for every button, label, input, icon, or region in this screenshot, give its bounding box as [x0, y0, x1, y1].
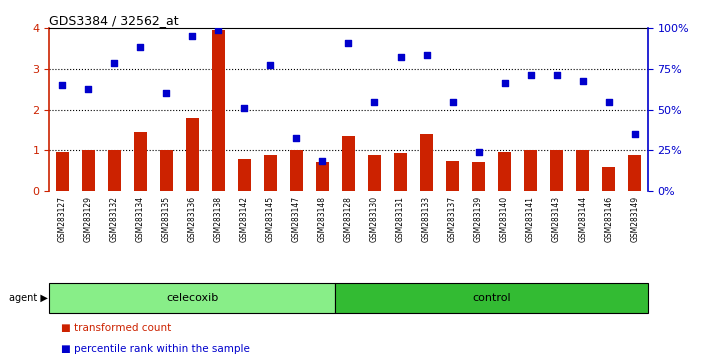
Text: GSM283142: GSM283142 [240, 196, 249, 242]
Bar [498, 153, 511, 191]
Point [473, 150, 484, 155]
Point [629, 131, 641, 137]
Text: GSM283132: GSM283132 [110, 196, 119, 242]
Bar [290, 150, 303, 191]
Bar [160, 150, 173, 191]
Bar [82, 150, 95, 191]
Bar [212, 30, 225, 191]
Point [525, 72, 536, 78]
Text: GSM283135: GSM283135 [162, 196, 171, 242]
Text: GSM283144: GSM283144 [578, 196, 587, 242]
Text: GSM283129: GSM283129 [84, 196, 93, 242]
Bar [134, 132, 147, 191]
Point [134, 44, 146, 50]
Point [108, 60, 120, 66]
Text: GSM283134: GSM283134 [136, 196, 145, 242]
Text: GSM283140: GSM283140 [500, 196, 509, 242]
Bar [108, 150, 121, 191]
Bar [420, 134, 433, 191]
Point [343, 40, 354, 45]
Text: GSM283146: GSM283146 [604, 196, 613, 242]
Point [56, 82, 68, 88]
Text: GSM283147: GSM283147 [292, 196, 301, 242]
Point [395, 54, 406, 59]
Point [187, 34, 198, 39]
Bar [576, 150, 589, 191]
Bar [524, 150, 537, 191]
Bar [238, 159, 251, 191]
Text: GSM283136: GSM283136 [188, 196, 197, 242]
Point [239, 105, 250, 110]
Text: GSM283149: GSM283149 [630, 196, 639, 242]
Bar [49, 283, 336, 313]
Text: agent ▶: agent ▶ [9, 293, 48, 303]
Bar [628, 154, 641, 191]
Text: control: control [472, 293, 511, 303]
Text: GSM283148: GSM283148 [318, 196, 327, 242]
Text: GSM283133: GSM283133 [422, 196, 431, 242]
Text: celecoxib: celecoxib [166, 293, 218, 303]
Point [603, 99, 615, 104]
Bar [446, 161, 459, 191]
Text: ■ percentile rank within the sample: ■ percentile rank within the sample [61, 344, 250, 354]
Point [577, 79, 589, 84]
Point [499, 80, 510, 86]
Text: GSM283130: GSM283130 [370, 196, 379, 242]
Text: GSM283128: GSM283128 [344, 196, 353, 242]
Bar [336, 283, 648, 313]
Text: GDS3384 / 32562_at: GDS3384 / 32562_at [49, 14, 179, 27]
Bar [550, 150, 563, 191]
Text: GSM283141: GSM283141 [526, 196, 535, 242]
Bar [56, 153, 69, 191]
Text: GSM283143: GSM283143 [552, 196, 561, 242]
Bar [368, 155, 381, 191]
Point [291, 135, 302, 141]
Text: GSM283138: GSM283138 [214, 196, 223, 242]
Point [369, 99, 380, 104]
Text: GSM283137: GSM283137 [448, 196, 457, 242]
Point [265, 62, 276, 68]
Bar [186, 118, 199, 191]
Bar [472, 162, 485, 191]
Text: GSM283145: GSM283145 [266, 196, 275, 242]
Point [213, 28, 224, 33]
Text: GSM283131: GSM283131 [396, 196, 405, 242]
Bar [316, 162, 329, 191]
Bar [342, 136, 355, 191]
Point [551, 72, 562, 78]
Point [421, 52, 432, 58]
Point [317, 158, 328, 164]
Bar [602, 167, 615, 191]
Text: GSM283127: GSM283127 [58, 196, 67, 242]
Point [82, 86, 94, 92]
Bar [394, 153, 407, 191]
Point [161, 91, 172, 96]
Text: GSM283139: GSM283139 [474, 196, 483, 242]
Text: ■ transformed count: ■ transformed count [61, 324, 172, 333]
Bar [264, 154, 277, 191]
Point [447, 99, 458, 104]
